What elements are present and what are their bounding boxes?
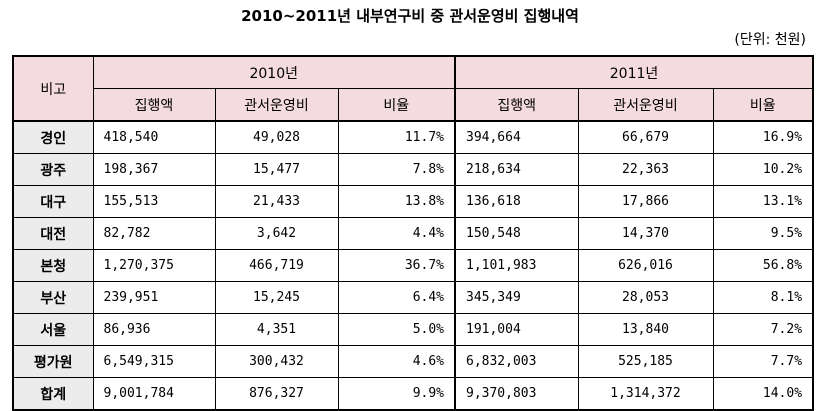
header-col-ratio-2010: 비율 [337, 88, 456, 122]
cell-ops-2011: 66,679 [577, 120, 714, 154]
cell-ratio-2011: 9.5% [712, 217, 814, 250]
table-row: 대전 82,782 3,642 4.4% 150,548 14,370 9.5% [12, 217, 814, 250]
cell-ops-2010: 15,477 [214, 153, 339, 186]
cell-ratio-2011: 7.2% [712, 313, 814, 346]
table-row: 경인 418,540 49,028 11.7% 394,664 66,679 16.9% [12, 120, 814, 154]
cell-ratio-2010: 6.4% [337, 281, 456, 314]
cell-ops-2010: 15,245 [214, 281, 339, 314]
cell-ops-2010: 466,719 [214, 249, 339, 282]
cell-exec-2011: 191,004 [454, 313, 579, 346]
cell-ops-2011: 17,866 [577, 185, 714, 218]
table-row: 평가원 6,549,315 300,432 4.6% 6,832,003 525,185 7… [12, 345, 814, 378]
cell-ops-2011: 28,053 [577, 281, 714, 314]
cell-exec-2011: 345,349 [454, 281, 579, 314]
cell-ratio-2010: 7.8% [337, 153, 456, 186]
cell-ops-2010: 21,433 [214, 185, 339, 218]
cell-exec-2011: 218,634 [454, 153, 579, 186]
cell-exec-2011: 150,548 [454, 217, 579, 250]
row-label: 대전 [12, 217, 94, 250]
cell-ratio-2011: 14.0% [712, 377, 814, 411]
header-year-2011: 2011년 [453, 55, 814, 89]
cell-ratio-2011: 16.9% [712, 120, 814, 154]
cell-ratio-2011: 56.8% [712, 249, 814, 282]
row-label: 부산 [12, 281, 94, 314]
cell-ratio-2010: 13.8% [337, 185, 456, 218]
header-row-columns: 집행액 관서운영비 비율 집행액 관서운영비 비율 [13, 88, 814, 122]
cell-exec-2010: 86,936 [92, 313, 216, 346]
header-col-ratio-2011: 비율 [712, 88, 814, 122]
row-label: 서울 [12, 313, 94, 346]
cell-ratio-2011: 10.2% [712, 153, 814, 186]
cell-exec-2011: 136,618 [454, 185, 579, 218]
document-title: 2010~2011년 내부연구비 중 관서운영비 집행내역 [241, 7, 579, 25]
cell-ratio-2010: 4.4% [337, 217, 456, 250]
row-label: 본청 [12, 249, 94, 282]
cell-exec-2010: 1,270,375 [92, 249, 216, 282]
cell-ops-2010: 4,351 [214, 313, 339, 346]
cell-exec-2010: 239,951 [92, 281, 216, 314]
cell-exec-2011: 6,832,003 [454, 345, 579, 378]
table-row: 서울 86,936 4,351 5.0% 191,004 13,840 7.2% [12, 313, 814, 346]
cell-exec-2011: 394,664 [454, 120, 579, 154]
header-col-exec-2010: 집행액 [92, 88, 216, 122]
cell-ops-2011: 1,314,372 [577, 377, 714, 411]
cell-ops-2011: 22,363 [577, 153, 714, 186]
cell-ratio-2011: 13.1% [712, 185, 814, 218]
cell-exec-2010: 155,513 [92, 185, 216, 218]
cell-ops-2011: 525,185 [577, 345, 714, 378]
header-col-ops-2011: 관서운영비 [577, 88, 714, 122]
cell-exec-2010: 6,549,315 [92, 345, 216, 378]
cell-ratio-2010: 5.0% [337, 313, 456, 346]
expense-table: 비고 2010년 2011년 집행액 관서운영비 비율 집행액 관서운영비 비율… [12, 55, 815, 411]
unit-note: (단위: 천원) [734, 32, 806, 48]
cell-ops-2010: 300,432 [214, 345, 339, 378]
header-col-ops-2010: 관서운영비 [214, 88, 339, 122]
cell-exec-2010: 9,001,784 [92, 377, 216, 411]
cell-exec-2010: 198,367 [92, 153, 216, 186]
table-row: 광주 198,367 15,477 7.8% 218,634 22,363 10.2% [12, 153, 814, 186]
cell-exec-2011: 9,370,803 [454, 377, 579, 411]
table-body: 경인 418,540 49,028 11.7% 394,664 66,679 16.9% 광주… [12, 120, 814, 411]
cell-ops-2011: 14,370 [577, 217, 714, 250]
cell-exec-2010: 418,540 [92, 120, 216, 154]
cell-ratio-2010: 36.7% [337, 249, 456, 282]
cell-ratio-2011: 8.1% [712, 281, 814, 314]
cell-ratio-2010: 9.9% [337, 377, 456, 411]
row-label: 경인 [12, 120, 94, 154]
row-label: 대구 [12, 185, 94, 218]
row-label: 광주 [12, 153, 94, 186]
cell-exec-2010: 82,782 [92, 217, 216, 250]
cell-exec-2011: 1,101,983 [454, 249, 579, 282]
table-row: 부산 239,951 15,245 6.4% 345,349 28,053 8.1% [12, 281, 814, 314]
table-row: 대구 155,513 21,433 13.8% 136,618 17,866 13.1% [12, 185, 814, 218]
row-label: 합계 [12, 377, 94, 411]
cell-ops-2010: 876,327 [214, 377, 339, 411]
header-year-2010: 2010년 [92, 55, 456, 89]
cell-ratio-2010: 4.6% [337, 345, 456, 378]
header-label-cell: 비고 [12, 55, 94, 122]
table-row: 본청 1,270,375 466,719 36.7% 1,101,983 626,016 5… [12, 249, 814, 282]
cell-ratio-2010: 11.7% [337, 120, 456, 154]
row-label: 평가원 [12, 345, 94, 378]
cell-ops-2011: 13,840 [577, 313, 714, 346]
cell-ops-2010: 3,642 [214, 217, 339, 250]
cell-ops-2010: 49,028 [214, 120, 339, 154]
table-row: 합계 9,001,784 876,327 9.9% 9,370,803 1,314,372… [12, 377, 814, 411]
cell-ops-2011: 626,016 [577, 249, 714, 282]
cell-ratio-2011: 7.7% [712, 345, 814, 378]
header-row-years: 비고 2010년 2011년 [12, 55, 814, 122]
header-col-exec-2011: 집행액 [454, 88, 579, 122]
